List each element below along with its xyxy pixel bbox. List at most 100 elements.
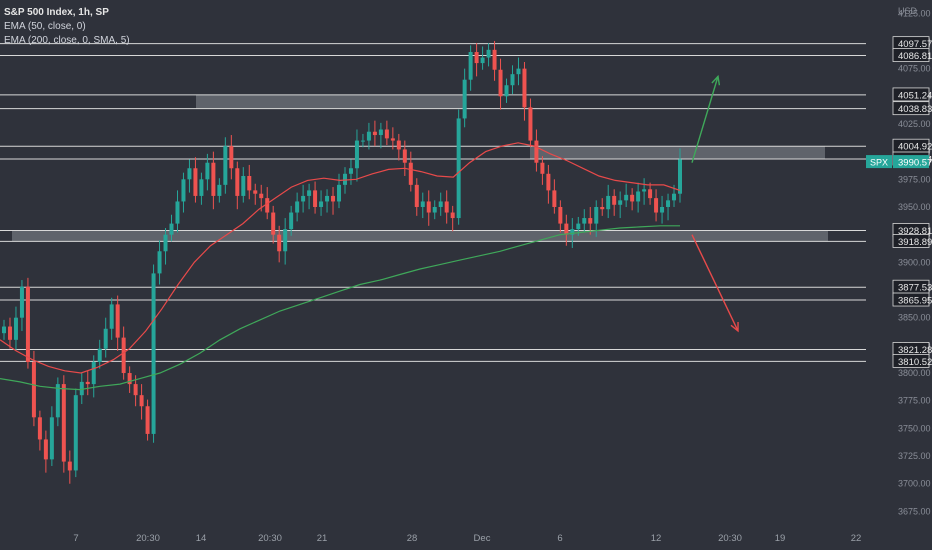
- candle-body: [19, 286, 24, 318]
- candle-body: [438, 201, 443, 207]
- candle-body: [348, 168, 353, 174]
- currency-label: USD: [898, 6, 918, 16]
- candle-body: [666, 200, 671, 207]
- candle-body: [199, 179, 204, 196]
- candle-body: [289, 212, 294, 230]
- candle-body: [175, 201, 180, 224]
- x-tick-label: 22: [851, 533, 862, 544]
- level-badge-label: 3877.53: [898, 283, 932, 294]
- candle-body: [55, 384, 60, 418]
- candle-body: [624, 194, 629, 201]
- candle-body: [504, 85, 509, 97]
- candle-body: [151, 273, 156, 434]
- candle-body: [283, 229, 288, 252]
- level-badge: [892, 292, 930, 307]
- candle-body: [277, 234, 282, 252]
- candle-body: [390, 138, 395, 141]
- candle-body: [618, 200, 623, 205]
- candle-body: [229, 146, 234, 169]
- candle-body: [223, 146, 228, 185]
- candle-body: [354, 140, 359, 169]
- candle-body: [540, 162, 545, 174]
- candle-body: [570, 229, 575, 235]
- ema200-legend: EMA (200, close, 0, SMA, 5): [4, 35, 130, 46]
- candle-body: [331, 195, 336, 202]
- candle-body: [474, 52, 479, 64]
- candle-body: [606, 195, 611, 210]
- candle-body: [486, 49, 491, 58]
- candle-body: [205, 162, 210, 180]
- level-badge-label: 4086.81: [898, 51, 932, 62]
- candle-body: [115, 304, 120, 338]
- candle-body: [396, 140, 401, 150]
- symbol-title: S&P 500 Index, 1h, SP: [4, 7, 109, 18]
- candle-body: [253, 190, 258, 194]
- level-badge: [892, 234, 930, 248]
- candle-body: [157, 251, 162, 274]
- candle-body: [660, 206, 665, 213]
- y-tick-label: 4125.00: [898, 8, 931, 18]
- x-tick-label: Dec: [474, 533, 491, 544]
- candle-body: [319, 201, 324, 207]
- y-tick-label: 3975.00: [898, 174, 931, 184]
- candle-body: [444, 201, 449, 213]
- projection-arrow-up: [691, 76, 719, 163]
- candle-body: [211, 162, 216, 196]
- level-badge-label: 4097.57: [898, 39, 932, 50]
- candle-body: [337, 184, 342, 202]
- candle-body: [43, 439, 48, 460]
- candle-body: [600, 206, 605, 210]
- candle-body: [516, 68, 521, 75]
- y-tick-label: 3750.00: [898, 423, 931, 433]
- level-badge-label: 3865.95: [898, 296, 932, 307]
- zone-band: [12, 230, 828, 242]
- candle-body: [313, 190, 318, 207]
- candle-body: [492, 49, 497, 70]
- candle-body: [528, 107, 533, 141]
- candle-body: [247, 176, 252, 191]
- candle-body: [546, 173, 551, 191]
- y-tick-label: 3950.00: [898, 202, 931, 212]
- candle-body: [468, 52, 473, 80]
- candle-body: [564, 223, 569, 235]
- candle-body: [7, 326, 12, 340]
- candle-body: [498, 69, 503, 97]
- candle-body: [265, 198, 270, 213]
- candle-body: [25, 286, 30, 362]
- candle-body: [259, 193, 264, 199]
- level-badge: [892, 87, 930, 102]
- candle-body: [384, 129, 389, 139]
- candle-body: [630, 194, 635, 202]
- projection-arrow-down: [691, 234, 739, 332]
- level-badge-label: 4038.83: [898, 104, 932, 115]
- x-tick-label: 12: [651, 533, 662, 544]
- candle-body: [85, 381, 90, 385]
- candle-body: [37, 417, 42, 440]
- candle-body: [13, 317, 18, 340]
- candle-body: [534, 140, 539, 163]
- candle-body: [121, 337, 126, 374]
- ema50-legend: EMA (50, close, 0): [4, 21, 86, 32]
- candle-body: [301, 195, 306, 202]
- candle-body: [235, 168, 240, 196]
- projection-arrow-down-head: [730, 321, 739, 333]
- ema50-line: [0, 142, 681, 374]
- x-tick-label: 7: [73, 533, 78, 544]
- last-price-badge: [893, 155, 929, 169]
- x-tick-label: 6: [557, 533, 562, 544]
- y-tick-label: 3775.00: [898, 396, 931, 406]
- candle-body: [145, 406, 150, 434]
- level-badge-label: 4051.24: [898, 90, 932, 101]
- candle-body: [654, 198, 659, 213]
- candle-body: [402, 149, 407, 163]
- last-price-label: 3990.57: [898, 158, 932, 169]
- x-tick-label: 21: [317, 533, 328, 544]
- level-badge-label: 3918.89: [898, 237, 932, 248]
- candle-body: [61, 384, 66, 462]
- x-tick-label: 19: [775, 533, 786, 544]
- candle-body: [360, 140, 365, 142]
- candle-body: [576, 223, 581, 230]
- last-price-symbol-badge: [866, 155, 892, 169]
- candle-body: [420, 201, 425, 207]
